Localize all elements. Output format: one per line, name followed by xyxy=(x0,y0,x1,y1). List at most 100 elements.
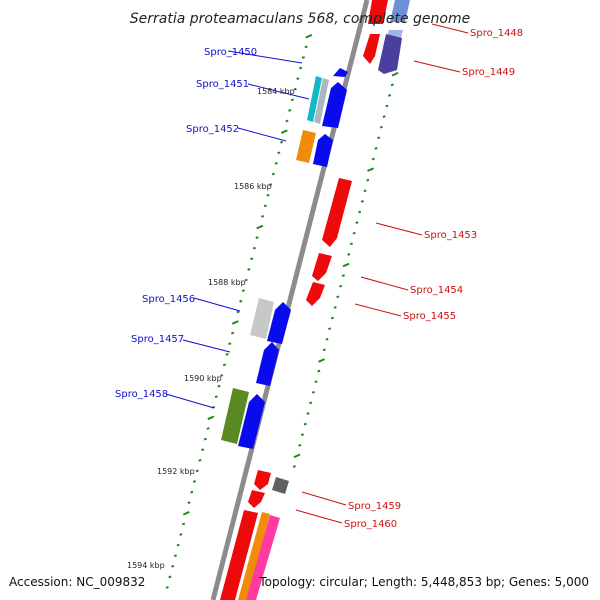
scale-tick-major xyxy=(293,453,301,459)
scale-tick-major xyxy=(342,262,350,268)
gene-spro-1451-c[interactable] xyxy=(322,82,347,128)
scale-tick-minor xyxy=(322,348,326,352)
scale-tick-minor xyxy=(390,83,394,87)
scale-tick-minor xyxy=(325,337,329,341)
gene-label-spro-1458[interactable]: Spro_1458 xyxy=(115,389,168,400)
gene-spro-1448-b[interactable] xyxy=(363,34,380,64)
gene-label-spro-1449[interactable]: Spro_1449 xyxy=(462,67,515,78)
scale-tick-minor xyxy=(179,533,183,536)
scale-labels: 1584 kbp 1586 kbp 1588 kbp 1590 kbp 1592… xyxy=(127,87,295,570)
leader-spro-1454 xyxy=(360,276,409,291)
leader-spro-1450 xyxy=(227,50,303,64)
gene-bottom-orange[interactable] xyxy=(238,512,270,600)
gene-label-spro-1454[interactable]: Spro_1454 xyxy=(410,285,463,296)
scale-tick-minor xyxy=(241,289,245,292)
scale-tick-minor xyxy=(363,189,367,193)
scale-tick-minor xyxy=(206,427,210,430)
scale-tick-major xyxy=(231,320,239,325)
scale-tick-minor xyxy=(317,369,321,373)
gene-label-spro-1460[interactable]: Spro_1460 xyxy=(344,519,397,530)
scale-tick-minor xyxy=(187,501,191,505)
gene-labels-right: Spro_1448 Spro_1449 Spro_1453 Spro_1454 … xyxy=(344,28,523,530)
scale-tick-major xyxy=(305,33,313,39)
leader-spro-1460 xyxy=(295,509,343,524)
scale-tick-minor xyxy=(173,554,178,558)
gene-label-spro-1455[interactable]: Spro_1455 xyxy=(403,311,456,322)
scale-tick-minor xyxy=(266,193,270,197)
scale-tick-minor xyxy=(304,45,308,49)
scale-label-1588: 1588 kbp xyxy=(208,278,246,287)
gene-spro-1460[interactable] xyxy=(248,490,265,508)
scale-tick-minor xyxy=(260,215,265,218)
scale-tick-minor xyxy=(195,469,199,473)
leader-spro-1455 xyxy=(354,303,402,317)
scale-label-1584: 1584 kbp xyxy=(257,87,295,96)
forward-strand-genes xyxy=(221,0,410,449)
gene-label-spro-1453[interactable]: Spro_1453 xyxy=(424,230,477,241)
scale-tick-minor xyxy=(269,183,273,186)
gene-spro-1457[interactable] xyxy=(256,342,279,386)
gene-label-spro-1459[interactable]: Spro_1459 xyxy=(348,501,401,512)
scale-tick-major xyxy=(256,224,264,230)
gene-label-spro-1450[interactable]: Spro_1450 xyxy=(204,47,257,58)
gene-spro-1450[interactable] xyxy=(333,68,348,77)
scale-tick-minor xyxy=(349,242,354,246)
scale-tick-minor xyxy=(338,284,343,288)
scale-label-1592: 1592 kbp xyxy=(157,467,195,476)
gene-label-spro-1456[interactable]: Spro_1456 xyxy=(142,294,195,305)
scale-tick-major xyxy=(391,71,399,77)
leader-spro-1451 xyxy=(247,83,310,100)
scale-tick-minor xyxy=(371,157,375,161)
scale-tick-minor xyxy=(274,162,278,165)
scale-tick-minor xyxy=(250,257,254,261)
scale-tick-minor xyxy=(300,433,305,437)
gene-spro-1458-b[interactable] xyxy=(238,394,265,449)
gene-spro-1459-b[interactable] xyxy=(272,477,289,494)
gene-spro-1448[interactable] xyxy=(368,0,388,24)
scale-tick-major xyxy=(207,415,215,421)
scale-tick-minor xyxy=(290,98,295,102)
scale-tick-minor xyxy=(330,316,334,320)
scale-tick-minor xyxy=(309,401,313,405)
gene-top-lightblue xyxy=(390,0,410,22)
scale-tick-minor xyxy=(279,140,284,144)
gene-label-spro-1452[interactable]: Spro_1452 xyxy=(186,124,239,135)
gene-spro-1451-b[interactable] xyxy=(314,78,329,124)
gene-spro-1455[interactable] xyxy=(306,282,325,306)
scale-tick-minor xyxy=(385,104,389,108)
gene-labels-left: Spro_1450 Spro_1451 Spro_1452 Spro_1456 … xyxy=(115,47,257,400)
gene-label-spro-1451[interactable]: Spro_1451 xyxy=(196,79,249,90)
scale-tick-minor xyxy=(292,465,296,468)
gene-spro-1456-a[interactable] xyxy=(250,298,274,339)
scale-tick-minor xyxy=(311,390,315,394)
gene-spro-1451-a[interactable] xyxy=(307,76,322,122)
scale-tick-minor xyxy=(222,363,227,367)
leader-spro-1456 xyxy=(193,297,241,312)
scale-tick-minor xyxy=(328,327,332,331)
scale-tick-minor xyxy=(333,306,337,309)
scale-label-1586: 1586 kbp xyxy=(234,182,272,191)
gene-spro-1449[interactable] xyxy=(378,34,402,74)
gene-spro-1458-a[interactable] xyxy=(221,388,249,444)
scale-tick-minor xyxy=(387,94,392,97)
scale-tick-minor xyxy=(366,178,370,182)
gene-spro-1456-b[interactable] xyxy=(267,302,291,344)
gene-label-spro-1448[interactable]: Spro_1448 xyxy=(470,28,523,39)
gene-spro-1452-a[interactable] xyxy=(296,130,316,163)
gene-bottom-red[interactable] xyxy=(220,510,258,600)
scale-tick-minor xyxy=(306,412,310,415)
scale-tick-minor xyxy=(382,115,386,118)
scale-tick-minor xyxy=(314,380,318,384)
gene-label-spro-1457[interactable]: Spro_1457 xyxy=(131,334,184,345)
gene-bottom-pink[interactable] xyxy=(246,515,280,600)
gene-spro-1452-b[interactable] xyxy=(313,134,333,167)
reverse-strand-genes xyxy=(220,0,402,600)
scale-tick-minor xyxy=(228,342,232,346)
leader-spro-1453 xyxy=(375,222,423,236)
scale-tick-minor xyxy=(374,147,378,150)
gene-spro-1454[interactable] xyxy=(312,253,332,281)
gene-spro-1453[interactable] xyxy=(322,178,352,247)
gene-spro-1459-a[interactable] xyxy=(254,470,271,490)
scale-tick-minor xyxy=(301,56,305,59)
